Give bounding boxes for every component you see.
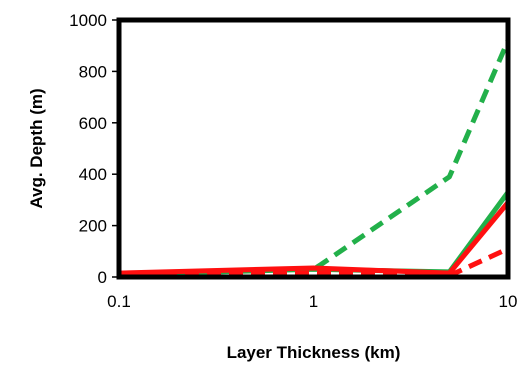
- x-tick-label: 1: [309, 292, 318, 311]
- y-tick-label: 0: [98, 268, 107, 287]
- y-tick-label: 800: [79, 62, 107, 81]
- x-axis-title: Layer Thickness (km): [227, 343, 401, 362]
- series-line-2: [118, 190, 511, 277]
- series-line-4: [118, 200, 510, 276]
- y-tick-label: 600: [79, 114, 107, 133]
- series-line-3: [118, 246, 510, 279]
- y-tick-label: 400: [79, 165, 107, 184]
- plot-area-frame: [116, 17, 511, 280]
- y-tick-label: 1000: [69, 11, 107, 30]
- series-layer: [118, 39, 511, 279]
- ticks-layer: 0 200 400 600 800 1000 0.1 1 10: [69, 11, 517, 311]
- y-axis-title: Avg. Depth (m): [27, 88, 46, 208]
- series-line-1: [118, 39, 511, 277]
- x-tick-label: 10: [499, 292, 518, 311]
- y-tick-label: 200: [79, 217, 107, 236]
- x-tick-label: 0.1: [107, 292, 131, 311]
